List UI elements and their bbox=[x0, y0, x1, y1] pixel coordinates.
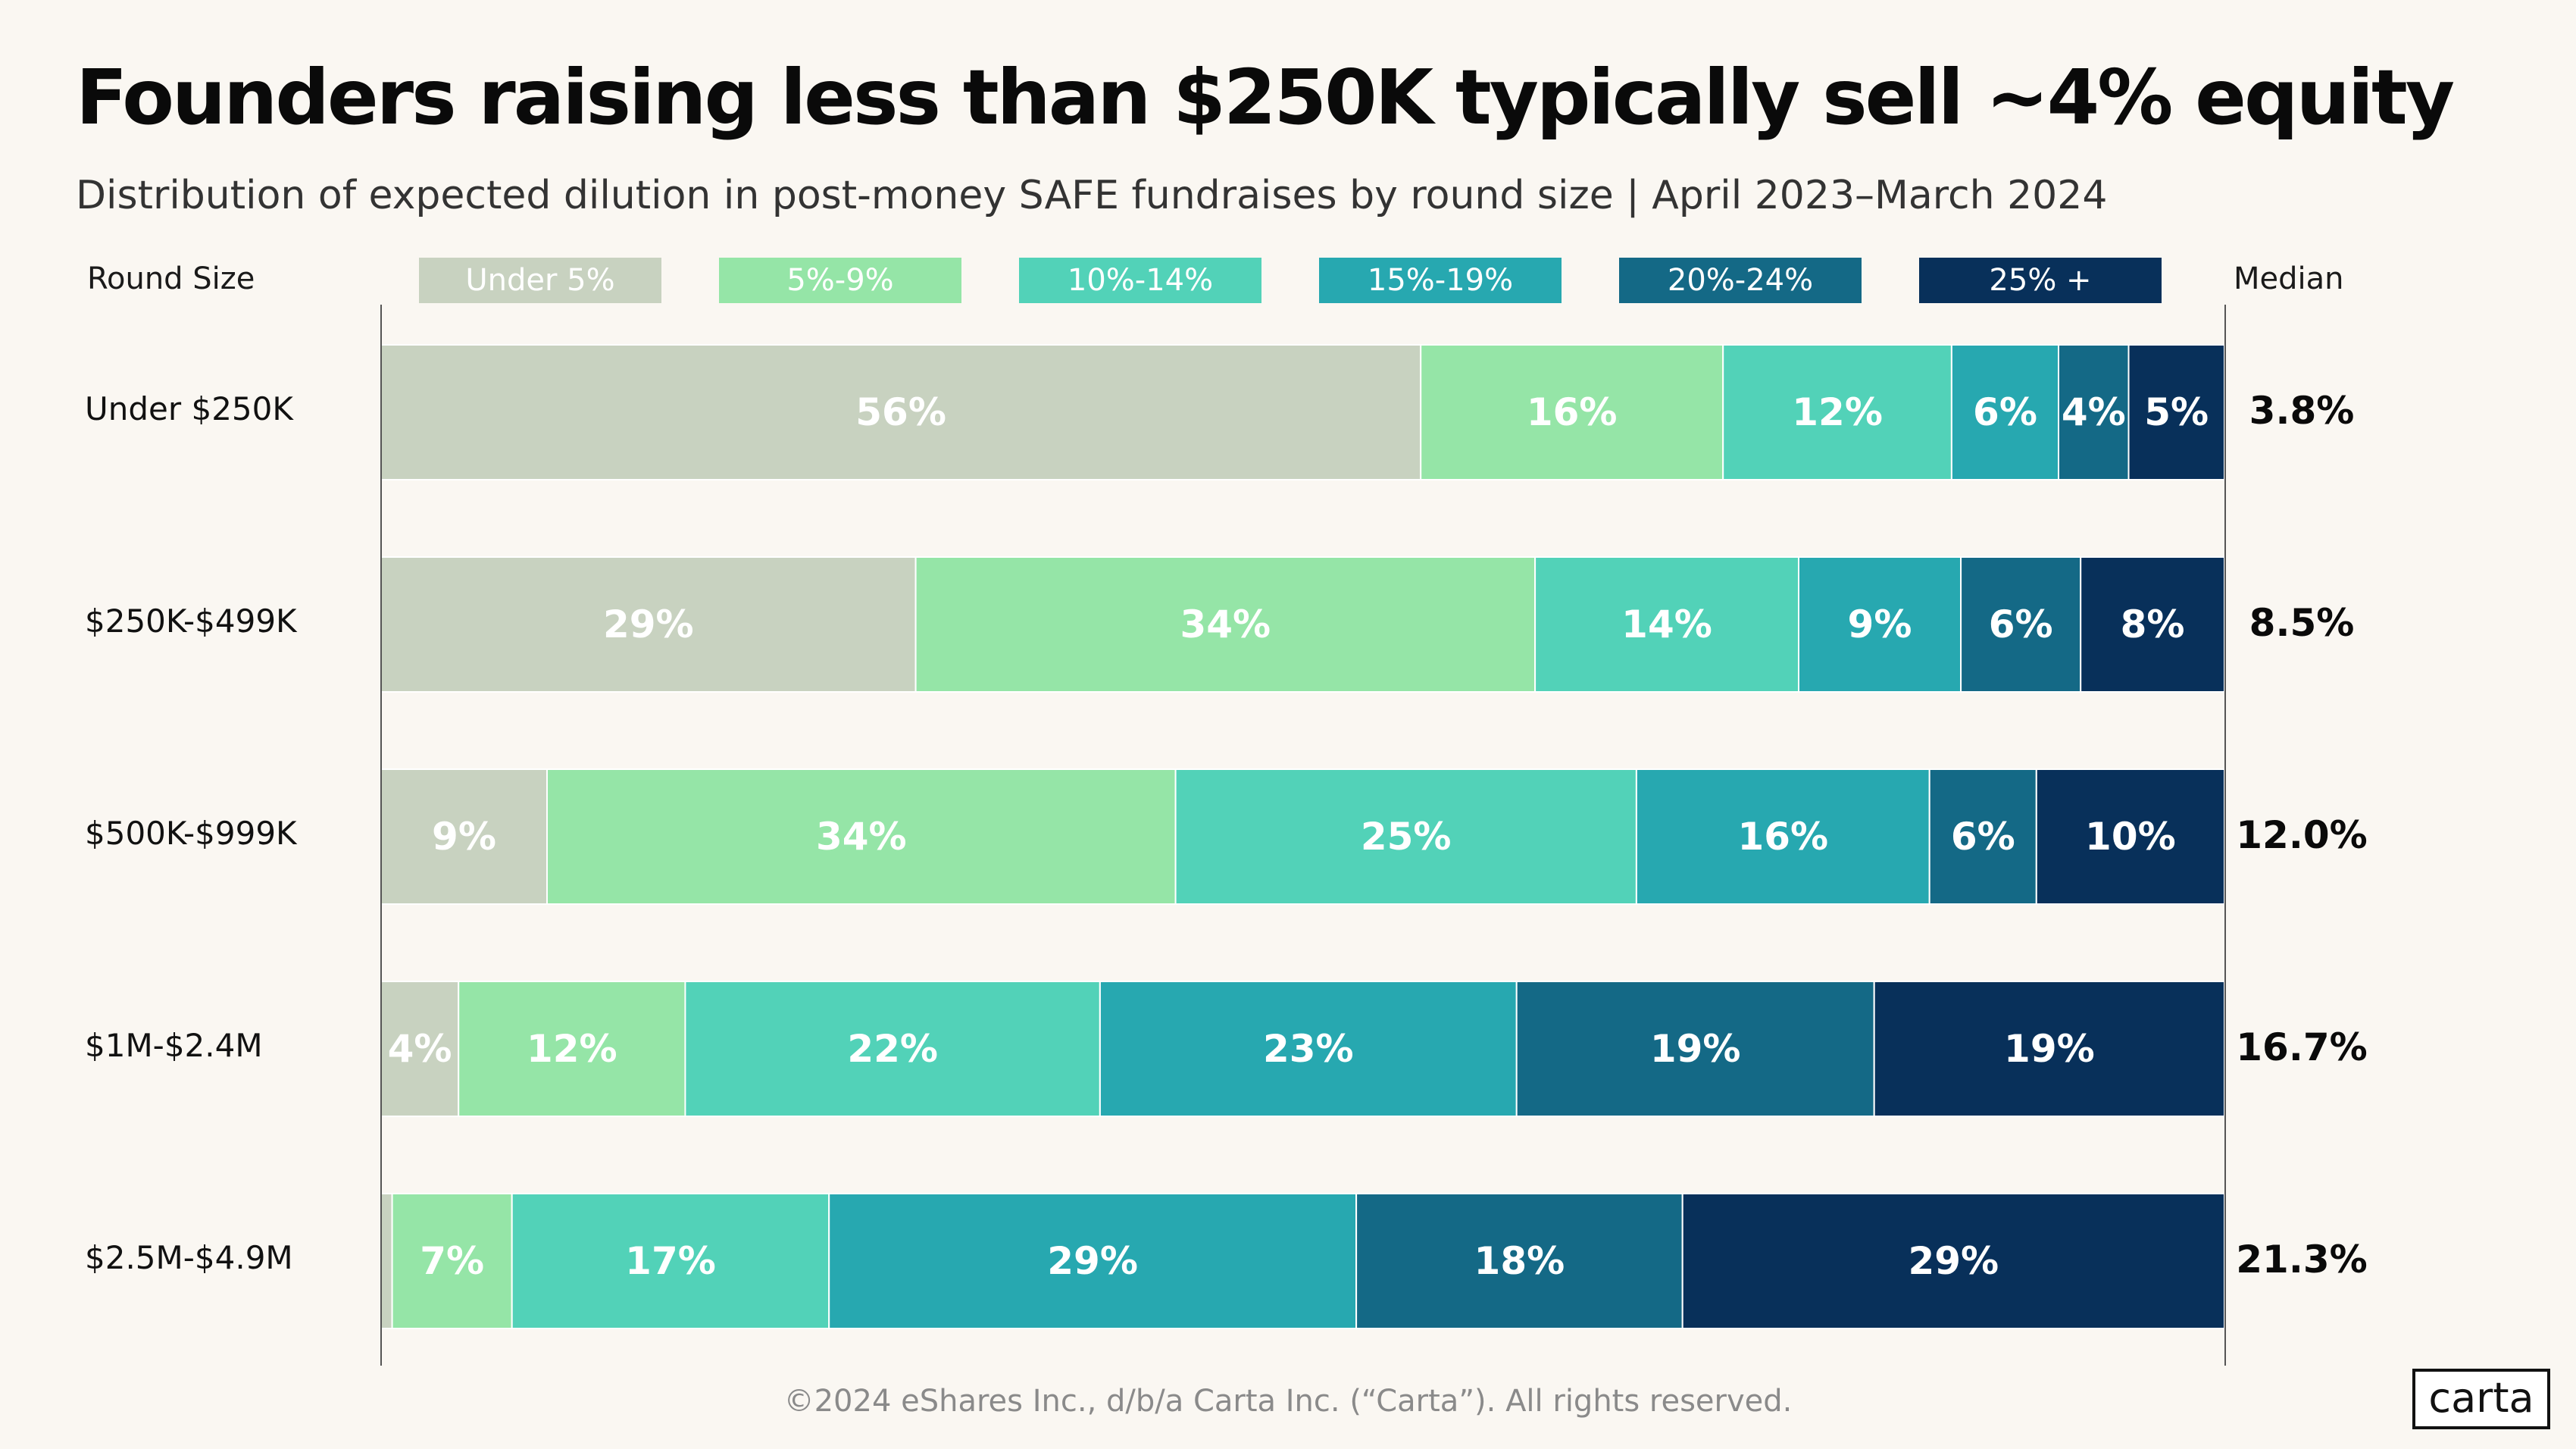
data-label-row2-series5: 10% bbox=[2085, 815, 2176, 859]
data-label-row3-series0: 4% bbox=[388, 1027, 452, 1071]
data-label-row0-series4: 4% bbox=[2062, 390, 2126, 434]
bar-segment-row0-series5 bbox=[2127, 344, 2225, 480]
median-value-2-5m-4-9m: 21.3% bbox=[2236, 1238, 2368, 1282]
data-label-row4-series3: 29% bbox=[1047, 1239, 1138, 1283]
legend-under-5: Under 5% bbox=[419, 258, 661, 303]
copyright-footer: ©2024 eShares Inc., d/b/a Carta Inc. (“C… bbox=[783, 1384, 1793, 1419]
data-label-row2-series3: 16% bbox=[1737, 815, 1828, 859]
bar-segment-row0-series1 bbox=[1420, 344, 1724, 480]
row-label-250k-499k: $250K-$499K bbox=[85, 602, 297, 640]
legend-25-plus: 25% + bbox=[1919, 258, 2162, 303]
bar-segment-row3-series5 bbox=[1873, 981, 2225, 1117]
legend-10-14: 10%-14% bbox=[1019, 258, 1261, 303]
data-label-row1-series2: 14% bbox=[1621, 602, 1712, 646]
median-value-250k-499k: 8.5% bbox=[2249, 601, 2355, 645]
bar-segment-row1-series5 bbox=[2080, 556, 2225, 693]
left-axis-line bbox=[380, 305, 382, 1366]
row-header: Round Size bbox=[87, 261, 255, 296]
chart-title: Founders raising less than $250K typical… bbox=[76, 53, 2455, 142]
data-label-row0-series5: 5% bbox=[2144, 390, 2209, 434]
bar-segment-row4-series3 bbox=[828, 1193, 1357, 1329]
data-label-row4-series1: 7% bbox=[420, 1239, 484, 1283]
legend-20-24: 20%-24% bbox=[1619, 258, 1862, 303]
data-label-row3-series5: 19% bbox=[2004, 1027, 2095, 1071]
bar-segment-row3-series4 bbox=[1515, 981, 1875, 1117]
data-label-row1-series4: 6% bbox=[1989, 602, 2053, 646]
median-header: Median bbox=[2234, 261, 2344, 296]
row-label-500k-999k: $500K-$999K bbox=[85, 815, 297, 852]
data-label-row3-series1: 12% bbox=[527, 1027, 617, 1071]
data-label-row1-series0: 29% bbox=[603, 602, 694, 646]
bar-segment-row1-series3 bbox=[1798, 556, 1962, 693]
bar-segment-row4-series5 bbox=[1681, 1193, 2225, 1329]
carta-logo[interactable]: carta bbox=[2412, 1369, 2550, 1429]
bar-segment-row0-series0 bbox=[380, 344, 1422, 480]
data-label-row0-series2: 12% bbox=[1792, 390, 1883, 434]
bar-segment-row4-series4 bbox=[1355, 1193, 1683, 1329]
bar-segment-row2-series4 bbox=[1928, 768, 2037, 905]
bar-segment-row3-series1 bbox=[458, 981, 686, 1117]
row-label-1m-2-4m: $1M-$2.4M bbox=[85, 1027, 263, 1064]
bar-segment-row1-series4 bbox=[1960, 556, 2082, 693]
data-label-row0-series0: 56% bbox=[855, 390, 946, 434]
bar-segment-row3-series0 bbox=[380, 981, 460, 1117]
median-value-500k-999k: 12.0% bbox=[2236, 813, 2368, 857]
data-label-row4-series5: 29% bbox=[1908, 1239, 1999, 1283]
data-label-row2-series1: 34% bbox=[816, 815, 907, 859]
data-label-row2-series0: 9% bbox=[432, 815, 496, 859]
bar-segment-row1-series2 bbox=[1534, 556, 1799, 693]
data-label-row1-series5: 8% bbox=[2121, 602, 2185, 646]
data-label-row2-series4: 6% bbox=[1951, 815, 2015, 859]
bar-segment-row2-series5 bbox=[2035, 768, 2226, 905]
bar-segment-row0-series2 bbox=[1722, 344, 1952, 480]
bar-segment-row4-series1 bbox=[391, 1193, 513, 1329]
bar-segment-row4-series0 bbox=[380, 1193, 393, 1329]
legend-15-19: 15%-19% bbox=[1319, 258, 1562, 303]
bar-segment-row1-series0 bbox=[380, 556, 917, 693]
bar-segment-row0-series4 bbox=[2058, 344, 2130, 480]
data-label-row3-series2: 22% bbox=[847, 1027, 938, 1071]
data-label-row1-series3: 9% bbox=[1848, 602, 1912, 646]
bar-segment-row0-series3 bbox=[1950, 344, 2059, 480]
bar-segment-row2-series1 bbox=[546, 768, 1177, 905]
data-label-row0-series3: 6% bbox=[1973, 390, 2037, 434]
row-label-2-5m-4-9m: $2.5M-$4.9M bbox=[85, 1239, 293, 1276]
bar-segment-row2-series2 bbox=[1174, 768, 1637, 905]
median-value-1m-2-4m: 16.7% bbox=[2236, 1025, 2368, 1069]
data-label-row4-series2: 17% bbox=[625, 1239, 716, 1283]
median-value-under-250k: 3.8% bbox=[2249, 389, 2355, 433]
right-axis-line bbox=[2224, 305, 2226, 1366]
chart-subtitle: Distribution of expected dilution in pos… bbox=[76, 173, 2108, 218]
data-label-row3-series4: 19% bbox=[1650, 1027, 1741, 1071]
bar-segment-row3-series3 bbox=[1099, 981, 1518, 1117]
data-label-row4-series4: 18% bbox=[1474, 1239, 1565, 1283]
bar-segment-row4-series2 bbox=[511, 1193, 830, 1329]
bar-segment-row1-series1 bbox=[914, 556, 1537, 693]
data-label-row3-series3: 23% bbox=[1263, 1027, 1354, 1071]
data-label-row0-series1: 16% bbox=[1527, 390, 1618, 434]
row-label-under-250k: Under $250K bbox=[85, 390, 293, 427]
data-label-row2-series2: 25% bbox=[1361, 815, 1452, 859]
bar-segment-row3-series2 bbox=[684, 981, 1101, 1117]
legend-5-9: 5%-9% bbox=[719, 258, 961, 303]
bar-segment-row2-series0 bbox=[380, 768, 548, 905]
data-label-row1-series1: 34% bbox=[1180, 602, 1271, 646]
